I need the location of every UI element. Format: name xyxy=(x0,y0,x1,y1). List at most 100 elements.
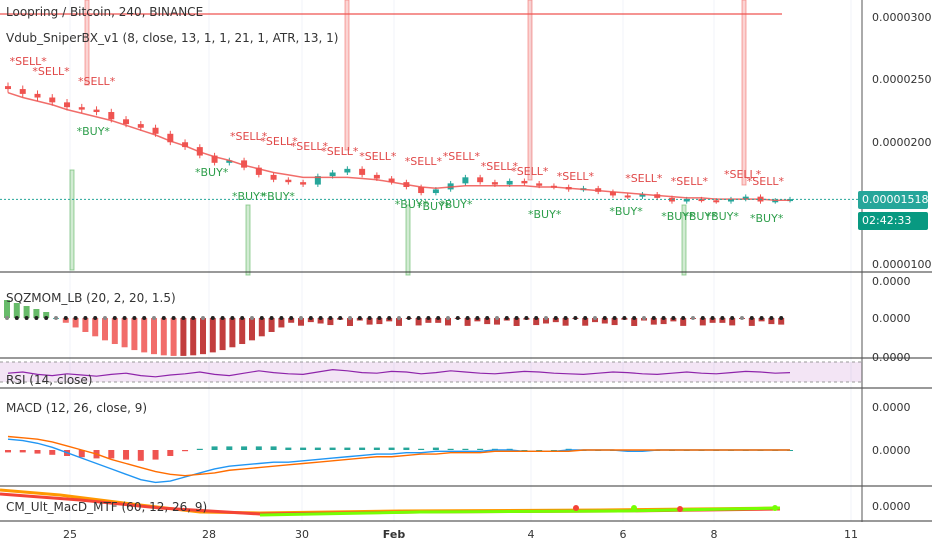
macd-hist-30 xyxy=(447,448,454,450)
candle-body-1 xyxy=(19,89,26,94)
candle-body-3 xyxy=(49,97,56,103)
sqz-bar-15 xyxy=(151,318,157,355)
x-tick-11: 11 xyxy=(844,528,858,541)
buy-signal-4: *BUY* xyxy=(394,198,429,211)
sqz-bar-69 xyxy=(680,318,687,326)
macd-pane xyxy=(5,435,793,484)
sqz-dot-63 xyxy=(622,316,627,320)
candle-body-41 xyxy=(609,191,616,196)
rsi-band xyxy=(0,362,862,382)
sqz-bar-76 xyxy=(748,318,755,326)
sqz-dot-20 xyxy=(201,316,205,320)
macd-hist-0 xyxy=(5,450,11,453)
sqz-bar-78 xyxy=(768,318,775,325)
rsi-line xyxy=(7,368,791,378)
macd-hist-27 xyxy=(403,447,410,450)
candle-body-9 xyxy=(137,124,144,128)
sqz-bar-42 xyxy=(415,318,422,326)
sell-signal-7: *SELL* xyxy=(359,150,397,163)
sqz-dot-45 xyxy=(446,316,450,320)
sqz-dot-69 xyxy=(681,316,686,320)
macd-hist-26 xyxy=(388,447,395,450)
macd-label: MACD (12, 26, close, 9) xyxy=(6,401,148,415)
sqz-bar-47 xyxy=(464,318,471,326)
sell-bar-3 xyxy=(741,0,747,186)
sqz-bar-25 xyxy=(249,318,255,341)
candle-body-35 xyxy=(521,180,528,184)
sqz-dot-40 xyxy=(397,316,401,320)
sqz-dot-3 xyxy=(34,316,39,320)
sqz-bar-71 xyxy=(699,318,706,326)
sqz-bar-14 xyxy=(141,318,148,353)
candle-body-42 xyxy=(624,195,631,198)
candle-body-0 xyxy=(5,86,11,90)
sqz-dot-38 xyxy=(377,316,382,320)
candle-body-2 xyxy=(34,93,41,98)
sqz-bar-9 xyxy=(92,318,99,337)
sqz-bar-37 xyxy=(366,318,373,325)
macd-hist-16 xyxy=(241,446,248,450)
sell-signal-15: *SELL* xyxy=(724,168,762,181)
sqz-bar-20 xyxy=(200,318,206,355)
sqz-bar-57 xyxy=(562,318,569,326)
price-tick-3: 0.00002000 xyxy=(872,136,932,149)
candle-body-45 xyxy=(668,197,675,202)
macd-hist-29 xyxy=(432,447,439,450)
sqz-bar-32 xyxy=(317,318,324,324)
sqz-dot-67 xyxy=(661,316,666,320)
sqz-dot-21 xyxy=(210,316,215,320)
sqz-bar-60 xyxy=(592,318,598,323)
signal-line xyxy=(7,435,790,477)
macd-hist-32 xyxy=(477,448,484,450)
sqz-dot-31 xyxy=(308,316,313,320)
sqz-dot-6 xyxy=(63,316,68,320)
sqz-dot-77 xyxy=(759,316,764,320)
macd-hist-2 xyxy=(34,450,41,454)
sqz-dot-14 xyxy=(142,316,147,320)
macd-hist-5 xyxy=(78,450,85,458)
macd-hist-23 xyxy=(344,447,351,450)
sqz-bar-40 xyxy=(396,318,402,326)
sell-signal-12: *SELL* xyxy=(556,170,594,183)
candle-body-28 xyxy=(418,186,425,194)
sqz-dot-32 xyxy=(318,316,323,320)
buy-signal-2: *BUY* xyxy=(232,190,266,203)
candle-body-5 xyxy=(78,107,85,110)
sqz-dot-0 xyxy=(5,316,9,320)
sqz-dot-54 xyxy=(534,316,539,320)
sqz-bar-59 xyxy=(582,318,589,326)
sqz-dot-42 xyxy=(416,316,421,320)
sqz-dot-72 xyxy=(710,316,715,320)
sqz-dot-24 xyxy=(240,316,245,320)
candle-body-24 xyxy=(359,168,366,175)
macd-hist-13 xyxy=(196,448,203,450)
sqz-dot-56 xyxy=(553,316,558,320)
price-tick-1: 0.00003000 xyxy=(872,11,932,24)
buy-signal-7: *BUY* xyxy=(528,208,562,221)
x-tick-4: 4 xyxy=(527,528,535,541)
sqz-dot-36 xyxy=(357,316,362,320)
cm-cross-0 xyxy=(573,505,579,511)
sqz-dot-43 xyxy=(426,316,431,320)
sqz-tick-1: 0.0000 xyxy=(872,275,911,288)
candle-body-10 xyxy=(152,127,159,134)
sqz-dot-41 xyxy=(406,316,411,320)
candle-body-26 xyxy=(388,178,395,183)
sell-signal-1: *SELL* xyxy=(32,65,70,78)
sqz-dot-11 xyxy=(112,316,117,320)
candle-body-6 xyxy=(93,109,100,113)
sqz-dot-46 xyxy=(455,316,460,320)
sqz-dot-52 xyxy=(514,316,519,320)
sqz-dot-53 xyxy=(524,316,529,320)
sqz-dot-76 xyxy=(749,316,754,320)
sqz-dot-58 xyxy=(573,316,578,320)
sqz-dot-29 xyxy=(289,316,294,320)
sqz-bar-29 xyxy=(288,318,295,323)
sqz-dot-30 xyxy=(299,316,303,320)
sqz-bar-74 xyxy=(729,318,736,326)
sqz-bar-0 xyxy=(4,300,10,318)
macd-hist-21 xyxy=(314,447,321,450)
sqz-dot-17 xyxy=(171,316,176,320)
buy-signal-8: *BUY* xyxy=(609,205,643,218)
